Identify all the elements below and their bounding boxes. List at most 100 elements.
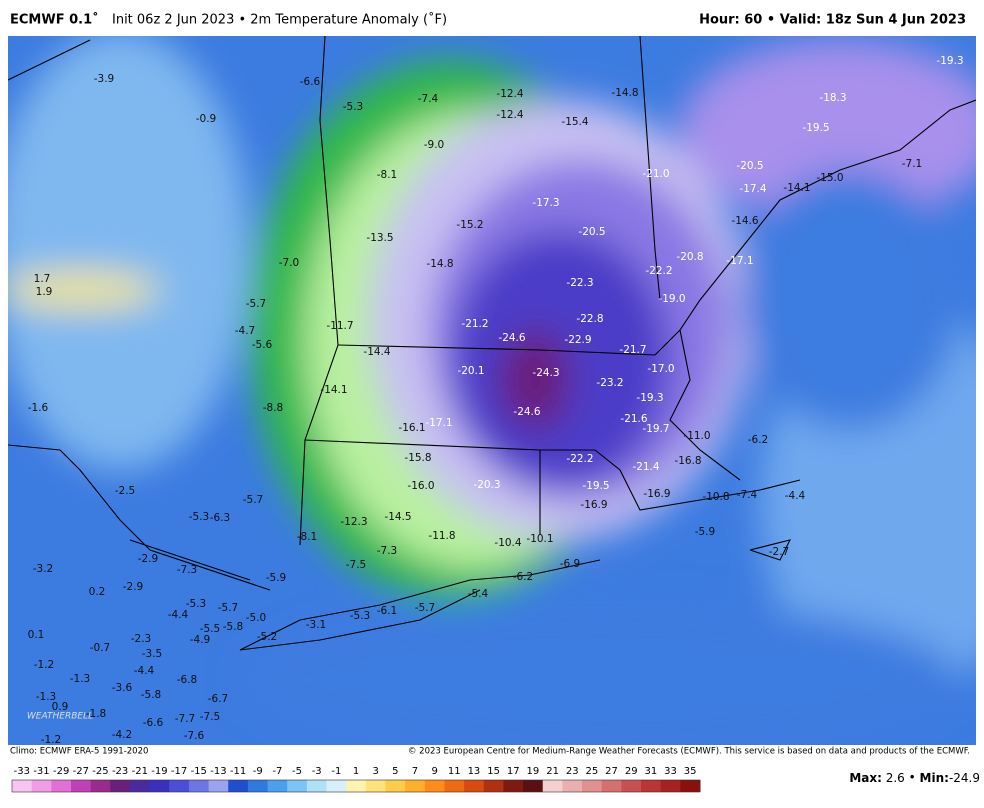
anomaly-label: -8.1 xyxy=(377,169,398,181)
colorbar-swatch xyxy=(129,780,151,792)
anomaly-label: -22.2 xyxy=(645,265,672,277)
anomaly-label: -3.9 xyxy=(94,73,115,85)
anomaly-label: -5.7 xyxy=(415,602,436,614)
colorbar-swatch xyxy=(228,780,249,792)
colorbar-tick-label: -11 xyxy=(230,766,246,777)
colorbar-tick-label: -33 xyxy=(14,766,30,777)
anomaly-label: -5.3 xyxy=(186,598,207,610)
anomaly-label: -7.5 xyxy=(346,559,367,571)
anomaly-label: -17.4 xyxy=(739,183,766,195)
anomaly-label: -4.9 xyxy=(190,634,211,646)
colorbar-tick-label: -19 xyxy=(151,766,167,777)
colorbar-swatch xyxy=(641,780,662,792)
anomaly-label: -5.0 xyxy=(246,612,267,624)
anomaly-label: -7.4 xyxy=(737,489,758,501)
copyright: © 2023 European Centre for Medium-Range … xyxy=(408,747,970,757)
anomaly-label: -20.3 xyxy=(473,479,500,491)
anomaly-label: -20.8 xyxy=(676,251,703,263)
anomaly-label: -21.4 xyxy=(632,461,659,473)
anomaly-label: -0.9 xyxy=(196,113,217,125)
colorbar-swatch xyxy=(542,780,563,792)
anomaly-label: -17.3 xyxy=(532,197,559,209)
anomaly-label: -16.0 xyxy=(407,480,434,492)
colorbar-swatch xyxy=(660,780,681,792)
map: -3.9 -0.9 -6.6 -5.3 -7.4 -12.4 -12.4 -14.8 -15.4… xyxy=(8,36,976,745)
anomaly-label: -7.3 xyxy=(177,564,198,576)
anomaly-label: 0.1 xyxy=(28,629,45,641)
anomaly-label: -8.1 xyxy=(297,531,318,543)
anomaly-label: -20.5 xyxy=(578,226,605,238)
anomaly-label: -6.1 xyxy=(377,605,398,617)
colorbar-tick-label: -1 xyxy=(331,766,341,777)
anomaly-label: -7.5 xyxy=(200,711,221,723)
colorbar-swatch xyxy=(464,780,485,792)
max-min: Max: 2.6 • Min:-24.9 xyxy=(849,771,980,785)
anomaly-label: -5.3 xyxy=(350,610,371,622)
anomaly-label: -1.2 xyxy=(34,659,55,671)
colorbar-tick-label: -5 xyxy=(292,766,302,777)
colorbar-swatch xyxy=(12,780,33,792)
colorbar-swatch xyxy=(562,780,583,792)
anomaly-label: -15.4 xyxy=(561,116,588,128)
colorbar-tick-label: 11 xyxy=(448,766,461,777)
anomaly-label: -4.4 xyxy=(168,609,189,621)
colorbar-tick-label: -15 xyxy=(191,766,207,777)
anomaly-label: -8.8 xyxy=(263,402,284,414)
anomaly-label: -5.9 xyxy=(695,526,716,538)
anomaly-label: -5.8 xyxy=(223,621,244,633)
colorbar-swatch xyxy=(90,780,111,792)
anomaly-label: -16.1 xyxy=(398,422,425,434)
colorbar-swatch xyxy=(326,780,347,792)
anomaly-label: -19.7 xyxy=(642,423,669,435)
colorbar-tick-label: 9 xyxy=(431,766,437,777)
anomaly-label: -12.3 xyxy=(340,516,367,528)
logo: WEATHERBELL xyxy=(27,712,93,722)
colorbar-tick-label: 21 xyxy=(546,766,559,777)
anomaly-label: -21.0 xyxy=(642,168,669,180)
anomaly-label: -7.6 xyxy=(184,730,205,742)
anomaly-label: -19.0 xyxy=(658,293,685,305)
boundaries xyxy=(8,36,976,651)
colorbar-swatch xyxy=(51,780,72,792)
anomaly-label: -22.3 xyxy=(566,277,593,289)
anomaly-label: -3.1 xyxy=(306,619,327,631)
anomaly-label: -5.9 xyxy=(266,572,287,584)
colorbar-tick-label: 23 xyxy=(566,766,579,777)
anomaly-label: -3.6 xyxy=(112,682,133,694)
anomaly-label: 1.7 xyxy=(34,273,51,285)
anomaly-label: -5.7 xyxy=(246,298,267,310)
anomaly-label: -15.2 xyxy=(456,219,483,231)
anomaly-label: -2.5 xyxy=(115,485,136,497)
anomaly-label: -23.2 xyxy=(596,377,623,389)
anomaly-label: -21.6 xyxy=(620,413,647,425)
anomaly-label: -6.6 xyxy=(300,76,321,88)
anomaly-label: -14.1 xyxy=(320,384,347,396)
anomaly-label: 0.2 xyxy=(89,586,106,598)
colorbar-swatch xyxy=(306,780,328,792)
colorbar-swatch xyxy=(385,780,406,792)
anomaly-label: 1.9 xyxy=(36,286,53,298)
colorbar-frame xyxy=(11,779,701,793)
colorbar-swatch xyxy=(149,780,170,792)
anomaly-label: -10.1 xyxy=(526,533,553,545)
colorbar-tick-label: 27 xyxy=(605,766,618,777)
anomaly-label: -13.5 xyxy=(366,232,393,244)
colorbar-tick-label: 3 xyxy=(372,766,378,777)
colorbar-tick-label: 17 xyxy=(507,766,520,777)
anomaly-label: -17.0 xyxy=(647,363,674,375)
anomaly-label: -15.0 xyxy=(816,172,843,184)
colorbar-swatch xyxy=(188,780,210,792)
anomaly-label: -1.6 xyxy=(28,402,49,414)
anomaly-label: -5.8 xyxy=(141,689,162,701)
anomaly-label: -4.4 xyxy=(785,490,806,502)
anomaly-label: -1.3 xyxy=(70,673,91,685)
anomaly-label: -5.3 xyxy=(189,511,210,523)
colorbar-swatch xyxy=(582,780,603,792)
colorbar-tick-label: 13 xyxy=(468,766,481,777)
anomaly-label: -5.7 xyxy=(218,602,239,614)
anomaly-label: -24.3 xyxy=(532,367,559,379)
max-label: Max: xyxy=(849,771,882,785)
anomaly-label: -19.5 xyxy=(582,480,609,492)
colorbar-tick-label: -3 xyxy=(312,766,322,777)
